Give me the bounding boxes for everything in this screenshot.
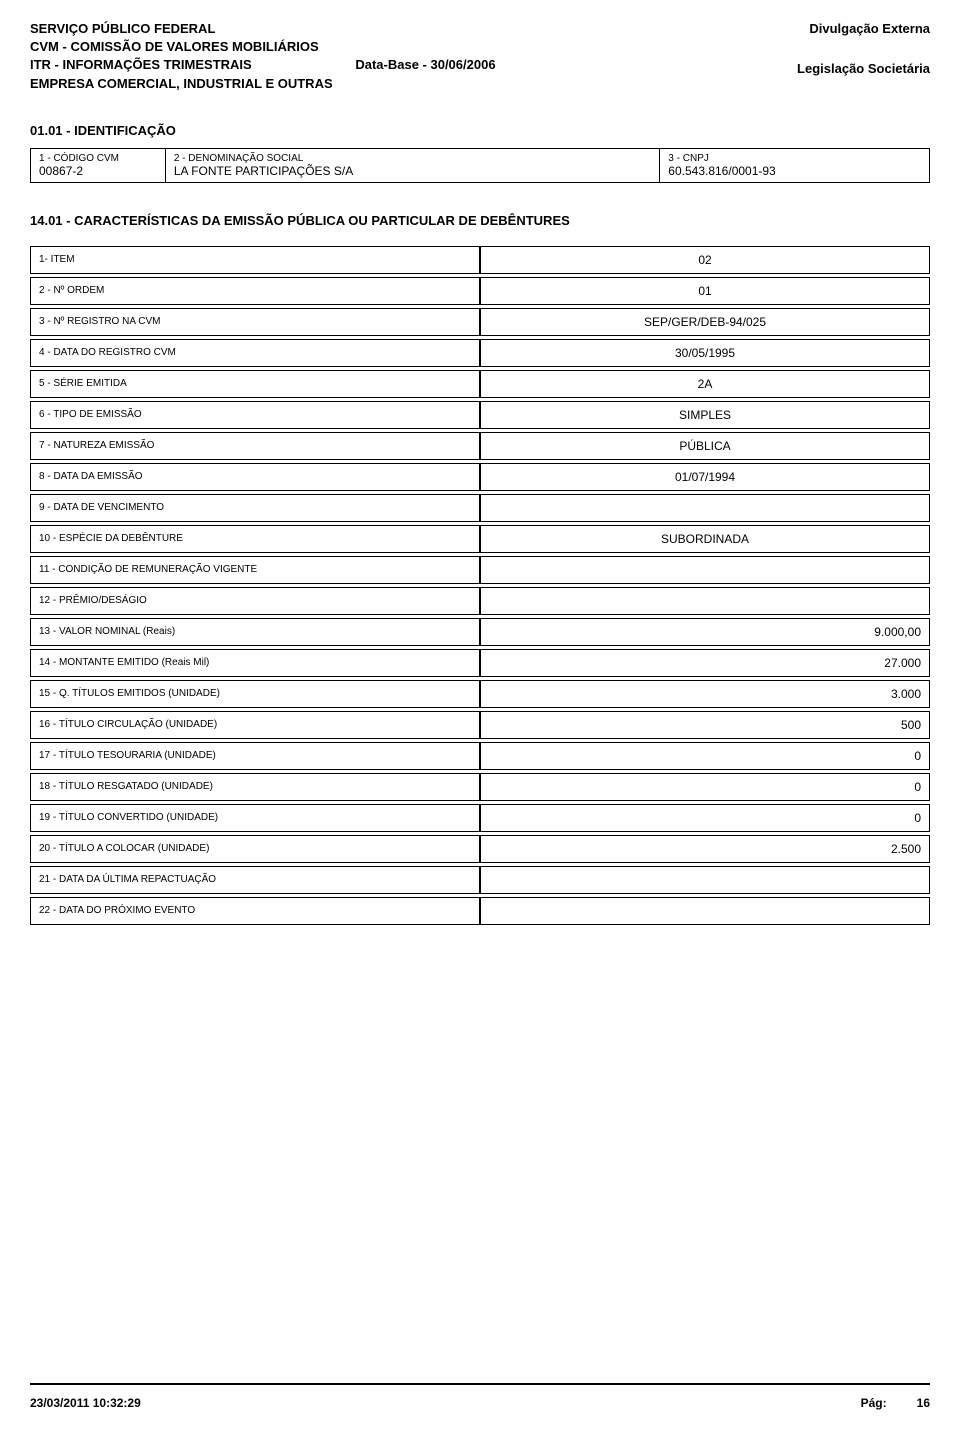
header-line3: ITR - INFORMAÇÕES TRIMESTRAIS Data-Base … [30, 56, 496, 74]
table-row: 22 - DATA DO PRÓXIMO EVENTO [30, 897, 930, 925]
row-value [480, 556, 930, 584]
header-right: Divulgação Externa Legislação Societária [797, 20, 930, 93]
row-label: 19 - TÍTULO CONVERTIDO (UNIDADE) [30, 804, 480, 832]
table-row: 9 - DATA DE VENCIMENTO [30, 494, 930, 522]
row-value [480, 494, 930, 522]
id-col3-label: 3 - CNPJ [668, 153, 921, 164]
row-value: 01 [480, 277, 930, 305]
id-col1: 1 - CÓDIGO CVM 00867-2 [31, 148, 166, 182]
header-left: SERVIÇO PÚBLICO FEDERAL CVM - COMISSÃO D… [30, 20, 496, 93]
header-right-line1: Divulgação Externa [797, 20, 930, 38]
row-value: 02 [480, 246, 930, 274]
footer-right: Pág: 16 [861, 1396, 930, 1410]
page-footer: 23/03/2011 10:32:29 Pág: 16 [30, 1396, 930, 1410]
row-label: 1- ITEM [30, 246, 480, 274]
row-value [480, 866, 930, 894]
table-row: 4 - DATA DO REGISTRO CVM30/05/1995 [30, 339, 930, 367]
row-label: 14 - MONTANTE EMITIDO (Reais Mil) [30, 649, 480, 677]
row-value: SIMPLES [480, 401, 930, 429]
row-label: 3 - Nº REGISTRO NA CVM [30, 308, 480, 336]
row-value: SEP/GER/DEB-94/025 [480, 308, 930, 336]
table-row: 15 - Q. TÍTULOS EMITIDOS (UNIDADE)3.000 [30, 680, 930, 708]
row-label: 8 - DATA DA EMISSÃO [30, 463, 480, 491]
id-col2: 2 - DENOMINAÇÃO SOCIAL LA FONTE PARTICIP… [165, 148, 659, 182]
footer-divider [30, 1383, 930, 1385]
row-label: 21 - DATA DA ÚLTIMA REPACTUAÇÃO [30, 866, 480, 894]
table-row: 7 - NATUREZA EMISSÃOPÚBLICA [30, 432, 930, 460]
header-right-line2: Legislação Societária [797, 60, 930, 78]
row-value: 2A [480, 370, 930, 398]
row-value: 27.000 [480, 649, 930, 677]
header-line3-extra: Data-Base - 30/06/2006 [355, 57, 495, 72]
table-row: 1- ITEM02 [30, 246, 930, 274]
row-value: 3.000 [480, 680, 930, 708]
row-value: 01/07/1994 [480, 463, 930, 491]
table-row: 11 - CONDIÇÃO DE REMUNERAÇÃO VIGENTE [30, 556, 930, 584]
row-label: 13 - VALOR NOMINAL (Reais) [30, 618, 480, 646]
id-col2-label: 2 - DENOMINAÇÃO SOCIAL [174, 153, 651, 164]
footer-timestamp: 23/03/2011 10:32:29 [30, 1396, 141, 1410]
table-row: 13 - VALOR NOMINAL (Reais)9.000,00 [30, 618, 930, 646]
row-label: 7 - NATUREZA EMISSÃO [30, 432, 480, 460]
characteristics-table: 1- ITEM022 - Nº ORDEM013 - Nº REGISTRO N… [30, 243, 930, 928]
row-label: 17 - TÍTULO TESOURARIA (UNIDADE) [30, 742, 480, 770]
row-value: 0 [480, 773, 930, 801]
footer-page-number: 16 [917, 1396, 930, 1410]
row-value: SUBORDINADA [480, 525, 930, 553]
table-row: 10 - ESPÉCIE DA DEBÊNTURESUBORDINADA [30, 525, 930, 553]
table-row: 19 - TÍTULO CONVERTIDO (UNIDADE)0 [30, 804, 930, 832]
row-value: 0 [480, 804, 930, 832]
row-label: 4 - DATA DO REGISTRO CVM [30, 339, 480, 367]
id-col2-value: LA FONTE PARTICIPAÇÕES S/A [174, 164, 651, 178]
row-value: 2.500 [480, 835, 930, 863]
row-value [480, 897, 930, 925]
header-line3-text: ITR - INFORMAÇÕES TRIMESTRAIS [30, 57, 252, 72]
footer-page-label: Pág: [861, 1396, 887, 1410]
row-label: 15 - Q. TÍTULOS EMITIDOS (UNIDADE) [30, 680, 480, 708]
id-col1-value: 00867-2 [39, 164, 157, 178]
row-label: 10 - ESPÉCIE DA DEBÊNTURE [30, 525, 480, 553]
row-value: PÚBLICA [480, 432, 930, 460]
id-col3-value: 60.543.816/0001-93 [668, 164, 921, 178]
table-row: 2 - Nº ORDEM01 [30, 277, 930, 305]
table-row: 17 - TÍTULO TESOURARIA (UNIDADE)0 [30, 742, 930, 770]
table-row: 12 - PRÊMIO/DESÁGIO [30, 587, 930, 615]
table-row: 21 - DATA DA ÚLTIMA REPACTUAÇÃO [30, 866, 930, 894]
row-value: 9.000,00 [480, 618, 930, 646]
id-col1-label: 1 - CÓDIGO CVM [39, 153, 157, 164]
row-value: 0 [480, 742, 930, 770]
header-line1: SERVIÇO PÚBLICO FEDERAL [30, 20, 496, 38]
row-label: 6 - TIPO DE EMISSÃO [30, 401, 480, 429]
row-label: 2 - Nº ORDEM [30, 277, 480, 305]
row-label: 16 - TÍTULO CIRCULAÇÃO (UNIDADE) [30, 711, 480, 739]
table-row: 18 - TÍTULO RESGATADO (UNIDADE)0 [30, 773, 930, 801]
row-value: 30/05/1995 [480, 339, 930, 367]
header-line4: EMPRESA COMERCIAL, INDUSTRIAL E OUTRAS [30, 75, 496, 93]
table-row: 5 - SÉRIE EMITIDA2A [30, 370, 930, 398]
page-header: SERVIÇO PÚBLICO FEDERAL CVM - COMISSÃO D… [30, 20, 930, 93]
section2-title: 14.01 - CARACTERÍSTICAS DA EMISSÃO PÚBLI… [30, 213, 930, 228]
table-row: 3 - Nº REGISTRO NA CVMSEP/GER/DEB-94/025 [30, 308, 930, 336]
row-label: 9 - DATA DE VENCIMENTO [30, 494, 480, 522]
row-label: 5 - SÉRIE EMITIDA [30, 370, 480, 398]
row-value: 500 [480, 711, 930, 739]
table-row: 20 - TÍTULO A COLOCAR (UNIDADE)2.500 [30, 835, 930, 863]
row-label: 12 - PRÊMIO/DESÁGIO [30, 587, 480, 615]
row-label: 22 - DATA DO PRÓXIMO EVENTO [30, 897, 480, 925]
row-label: 20 - TÍTULO A COLOCAR (UNIDADE) [30, 835, 480, 863]
identification-table: 1 - CÓDIGO CVM 00867-2 2 - DENOMINAÇÃO S… [30, 148, 930, 183]
row-label: 18 - TÍTULO RESGATADO (UNIDADE) [30, 773, 480, 801]
table-row: 14 - MONTANTE EMITIDO (Reais Mil)27.000 [30, 649, 930, 677]
header-line2: CVM - COMISSÃO DE VALORES MOBILIÁRIOS [30, 38, 496, 56]
table-row: 16 - TÍTULO CIRCULAÇÃO (UNIDADE)500 [30, 711, 930, 739]
table-row: 8 - DATA DA EMISSÃO01/07/1994 [30, 463, 930, 491]
row-label: 11 - CONDIÇÃO DE REMUNERAÇÃO VIGENTE [30, 556, 480, 584]
section1-title: 01.01 - IDENTIFICAÇÃO [30, 123, 930, 138]
row-value [480, 587, 930, 615]
id-col3: 3 - CNPJ 60.543.816/0001-93 [660, 148, 930, 182]
table-row: 6 - TIPO DE EMISSÃOSIMPLES [30, 401, 930, 429]
